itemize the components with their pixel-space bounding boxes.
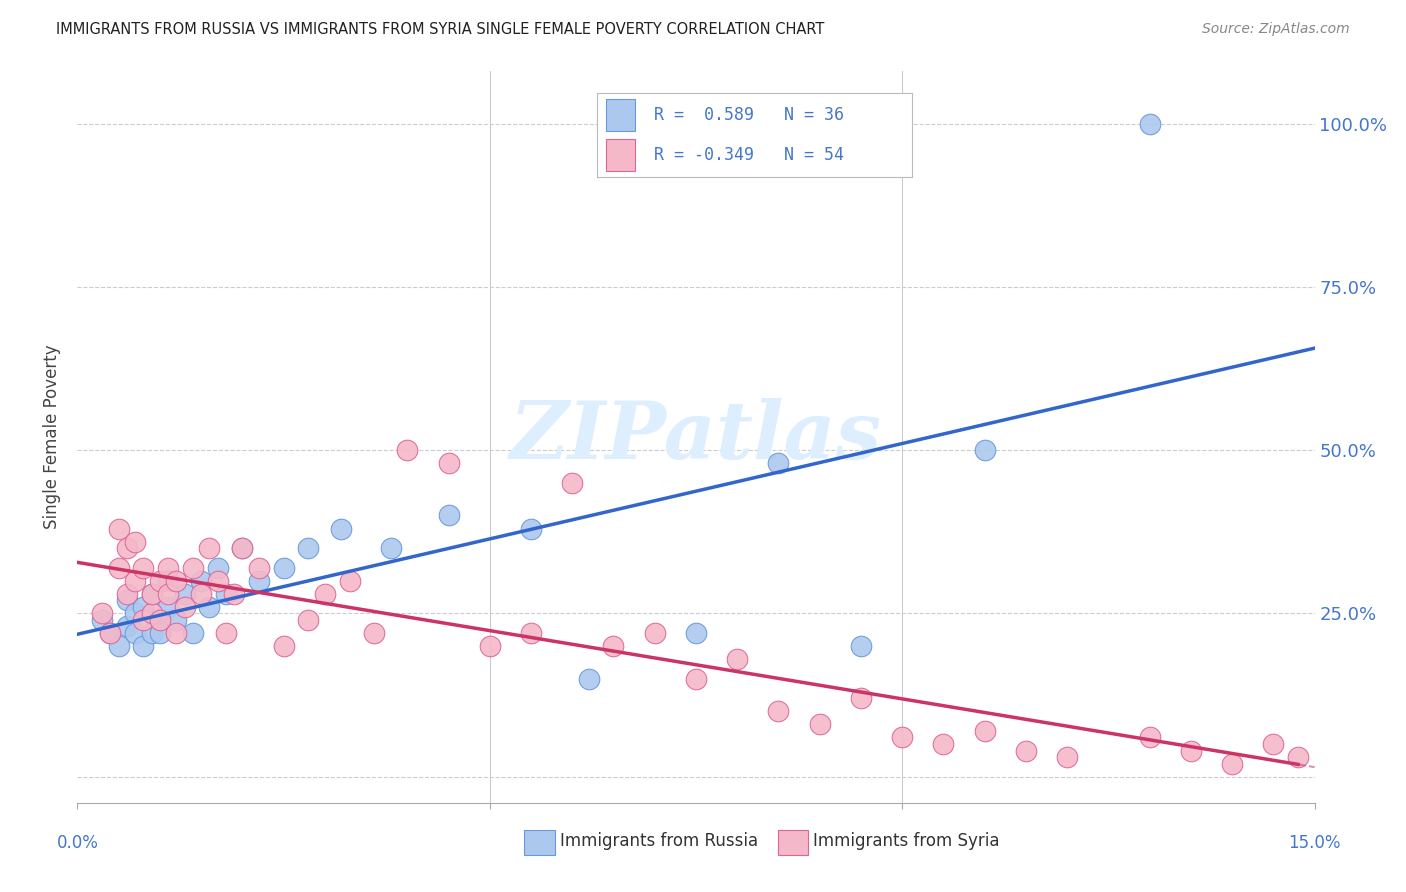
Text: IMMIGRANTS FROM RUSSIA VS IMMIGRANTS FROM SYRIA SINGLE FEMALE POVERTY CORRELATIO: IMMIGRANTS FROM RUSSIA VS IMMIGRANTS FRO…: [56, 22, 824, 37]
Point: [561, 475, 583, 490]
Text: Immigrants from Russia: Immigrants from Russia: [560, 832, 758, 850]
Point: [124, 534, 146, 549]
Point: [115, 541, 138, 555]
Point: [1263, 737, 1285, 751]
Point: [141, 626, 163, 640]
Point: [141, 587, 163, 601]
Point: [849, 691, 872, 706]
Point: [222, 587, 245, 601]
Point: [297, 541, 319, 555]
Text: ZIPatlas: ZIPatlas: [510, 399, 882, 475]
Point: [1139, 117, 1161, 131]
Point: [173, 587, 195, 601]
Point: [215, 626, 238, 640]
Point: [437, 508, 460, 523]
Point: [165, 626, 187, 640]
Point: [141, 587, 163, 601]
Point: [107, 521, 129, 535]
Point: [149, 626, 172, 640]
Point: [149, 613, 172, 627]
Text: Immigrants from Syria: Immigrants from Syria: [813, 832, 1000, 850]
Point: [157, 574, 180, 588]
Point: [132, 560, 155, 574]
Point: [363, 626, 385, 640]
Point: [215, 587, 238, 601]
Point: [91, 613, 114, 627]
Point: [149, 613, 172, 627]
Point: [91, 607, 114, 621]
Point: [115, 587, 138, 601]
Point: [124, 574, 146, 588]
Point: [1286, 750, 1309, 764]
Point: [107, 560, 129, 574]
Point: [273, 560, 295, 574]
Point: [578, 672, 600, 686]
Point: [98, 626, 121, 640]
Point: [1220, 756, 1243, 771]
Point: [165, 574, 187, 588]
Point: [115, 593, 138, 607]
Point: [132, 613, 155, 627]
Text: Source: ZipAtlas.com: Source: ZipAtlas.com: [1202, 22, 1350, 37]
Point: [165, 613, 187, 627]
Y-axis label: Single Female Poverty: Single Female Poverty: [44, 345, 62, 529]
Point: [207, 574, 229, 588]
Point: [644, 626, 666, 640]
Point: [190, 587, 212, 601]
Point: [339, 574, 361, 588]
Point: [520, 626, 543, 640]
Point: [768, 705, 790, 719]
Point: [157, 587, 180, 601]
Point: [1015, 743, 1038, 757]
Point: [891, 731, 914, 745]
Point: [520, 521, 543, 535]
Point: [247, 560, 270, 574]
Point: [273, 639, 295, 653]
Point: [181, 560, 204, 574]
Point: [173, 599, 195, 614]
Point: [132, 599, 155, 614]
Point: [115, 619, 138, 633]
Point: [124, 607, 146, 621]
Point: [149, 574, 172, 588]
Point: [380, 541, 402, 555]
Point: [932, 737, 955, 751]
Point: [849, 639, 872, 653]
Point: [107, 639, 129, 653]
Point: [157, 560, 180, 574]
Point: [247, 574, 270, 588]
Point: [198, 599, 221, 614]
Point: [231, 541, 253, 555]
Point: [685, 672, 707, 686]
Point: [725, 652, 748, 666]
Point: [190, 574, 212, 588]
Point: [602, 639, 624, 653]
Point: [973, 443, 995, 458]
Point: [181, 626, 204, 640]
Text: 0.0%: 0.0%: [56, 834, 98, 852]
Point: [207, 560, 229, 574]
Point: [768, 456, 790, 470]
Point: [297, 613, 319, 627]
Point: [157, 599, 180, 614]
Point: [973, 723, 995, 738]
Point: [808, 717, 831, 731]
Point: [141, 607, 163, 621]
Point: [330, 521, 353, 535]
Point: [478, 639, 501, 653]
Point: [1139, 731, 1161, 745]
Text: 15.0%: 15.0%: [1288, 834, 1341, 852]
Point: [685, 626, 707, 640]
Point: [314, 587, 336, 601]
Point: [198, 541, 221, 555]
Point: [437, 456, 460, 470]
Point: [1180, 743, 1202, 757]
Point: [132, 639, 155, 653]
Point: [396, 443, 419, 458]
Point: [98, 626, 121, 640]
Point: [231, 541, 253, 555]
Point: [1056, 750, 1078, 764]
Point: [124, 626, 146, 640]
